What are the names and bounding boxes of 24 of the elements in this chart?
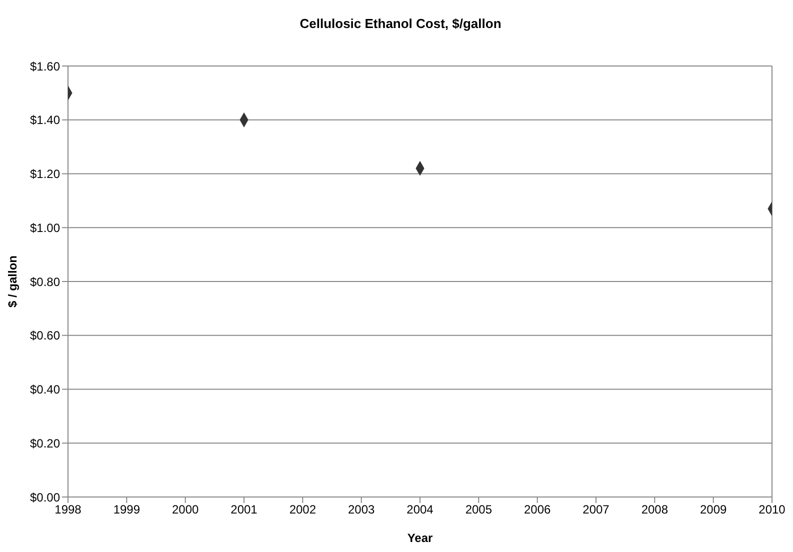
- x-tick-label: 2009: [700, 502, 728, 517]
- y-tick-label: $1.40: [30, 113, 60, 128]
- x-tick-label: 2005: [465, 502, 492, 517]
- x-tick-label: 2002: [289, 502, 316, 517]
- y-tick-label: $0.60: [30, 328, 60, 343]
- y-tick-label: $1.20: [30, 167, 60, 182]
- y-tick-label: $0.20: [30, 436, 60, 450]
- x-tick-label: 2001: [230, 502, 258, 517]
- x-tick-label: 2008: [641, 502, 668, 517]
- x-axis-title: Year: [407, 531, 434, 545]
- y-tick-label: $0.40: [30, 382, 60, 397]
- x-tick-label: 2004: [406, 502, 434, 517]
- y-tick-label: $0.80: [30, 274, 60, 289]
- x-tick-label: 2006: [524, 502, 552, 517]
- x-tick-label: 1998: [54, 502, 82, 517]
- y-tick-label: $0.00: [30, 490, 60, 504]
- chart-title: Cellulosic Ethanol Cost, $/gallon: [298, 16, 502, 31]
- x-tick-label: 2010: [758, 502, 786, 517]
- x-tick-label: 2000: [172, 502, 200, 517]
- y-tick-label: $1.60: [30, 59, 60, 74]
- x-tick-label: 2003: [348, 502, 376, 517]
- x-tick-label: 2007: [582, 502, 610, 517]
- y-tick-label: $1.00: [30, 220, 60, 235]
- x-tick-label: 1999: [113, 502, 140, 517]
